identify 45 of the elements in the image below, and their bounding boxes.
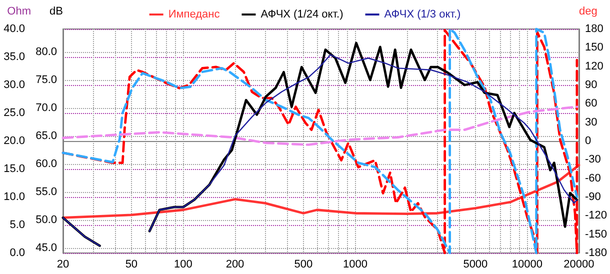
y2-tick-label: 150 <box>584 42 604 54</box>
x-tick-label: 20 <box>56 258 70 270</box>
y-tick-label: 70.0 <box>36 102 57 114</box>
y-tick-label: 55.0 <box>36 186 57 198</box>
y-tick-label: 60.0 <box>36 158 57 170</box>
y3-tick-label: 40.0 <box>4 23 25 35</box>
y3-tick-label: 15.0 <box>4 163 25 175</box>
y2-tick-label: 60 <box>584 98 598 110</box>
y2-tick-label: -30 <box>584 154 601 166</box>
legend-label: Импеданс <box>168 8 220 20</box>
x-tick-label: 100 <box>174 258 192 270</box>
y3-tick-label: 30.0 <box>4 79 25 91</box>
y2-tick-label: 30 <box>584 116 598 128</box>
y3-tick-label: 0.0 <box>10 247 25 259</box>
x-tick-label: 5000 <box>463 258 488 270</box>
legend-label: АФЧХ (1/3 окт.) <box>384 8 461 20</box>
x-tick-label: 20000 <box>564 258 594 270</box>
y2-tick-label: 180 <box>584 23 604 35</box>
y-tick-label: 75.0 <box>36 74 57 86</box>
legend-label: АФЧХ (1/24 окт.) <box>260 8 344 20</box>
y3-tick-label: 10.0 <box>4 191 25 203</box>
x-tick-label: 50 <box>125 258 138 270</box>
y-tick-label: 65.0 <box>36 130 57 142</box>
x-tick-label: 1000 <box>342 258 368 270</box>
x-tick-label: 200 <box>226 258 244 270</box>
y-tick-label: 80.0 <box>36 46 57 58</box>
y2-tick-label: -60 <box>584 172 601 184</box>
y2-tick-label: 120 <box>584 60 604 72</box>
y2-axis-title: deg <box>578 6 598 18</box>
y3-tick-label: 25.0 <box>4 107 25 119</box>
y2-tick-label: -180 <box>584 247 608 259</box>
y-axis-title: dB <box>50 6 63 18</box>
y2-tick-label: 90 <box>584 79 598 91</box>
y2-tick-label: -150 <box>584 228 608 240</box>
y2-tick-label: -120 <box>584 210 608 222</box>
y3-tick-label: 35.0 <box>4 51 25 63</box>
y2-tick-label: 0 <box>584 135 592 147</box>
y2-tick-label: -90 <box>584 191 601 203</box>
x-tick-label: 500 <box>294 258 313 270</box>
y-tick-label: 45.0 <box>36 242 57 254</box>
y-tick-label: 50.0 <box>36 214 57 226</box>
y3-tick-label: 20.0 <box>4 135 25 147</box>
y3-axis-title: Ohm <box>7 6 31 18</box>
y3-tick-label: 5.0 <box>10 219 25 231</box>
x-tick-label: 10000 <box>512 258 543 270</box>
